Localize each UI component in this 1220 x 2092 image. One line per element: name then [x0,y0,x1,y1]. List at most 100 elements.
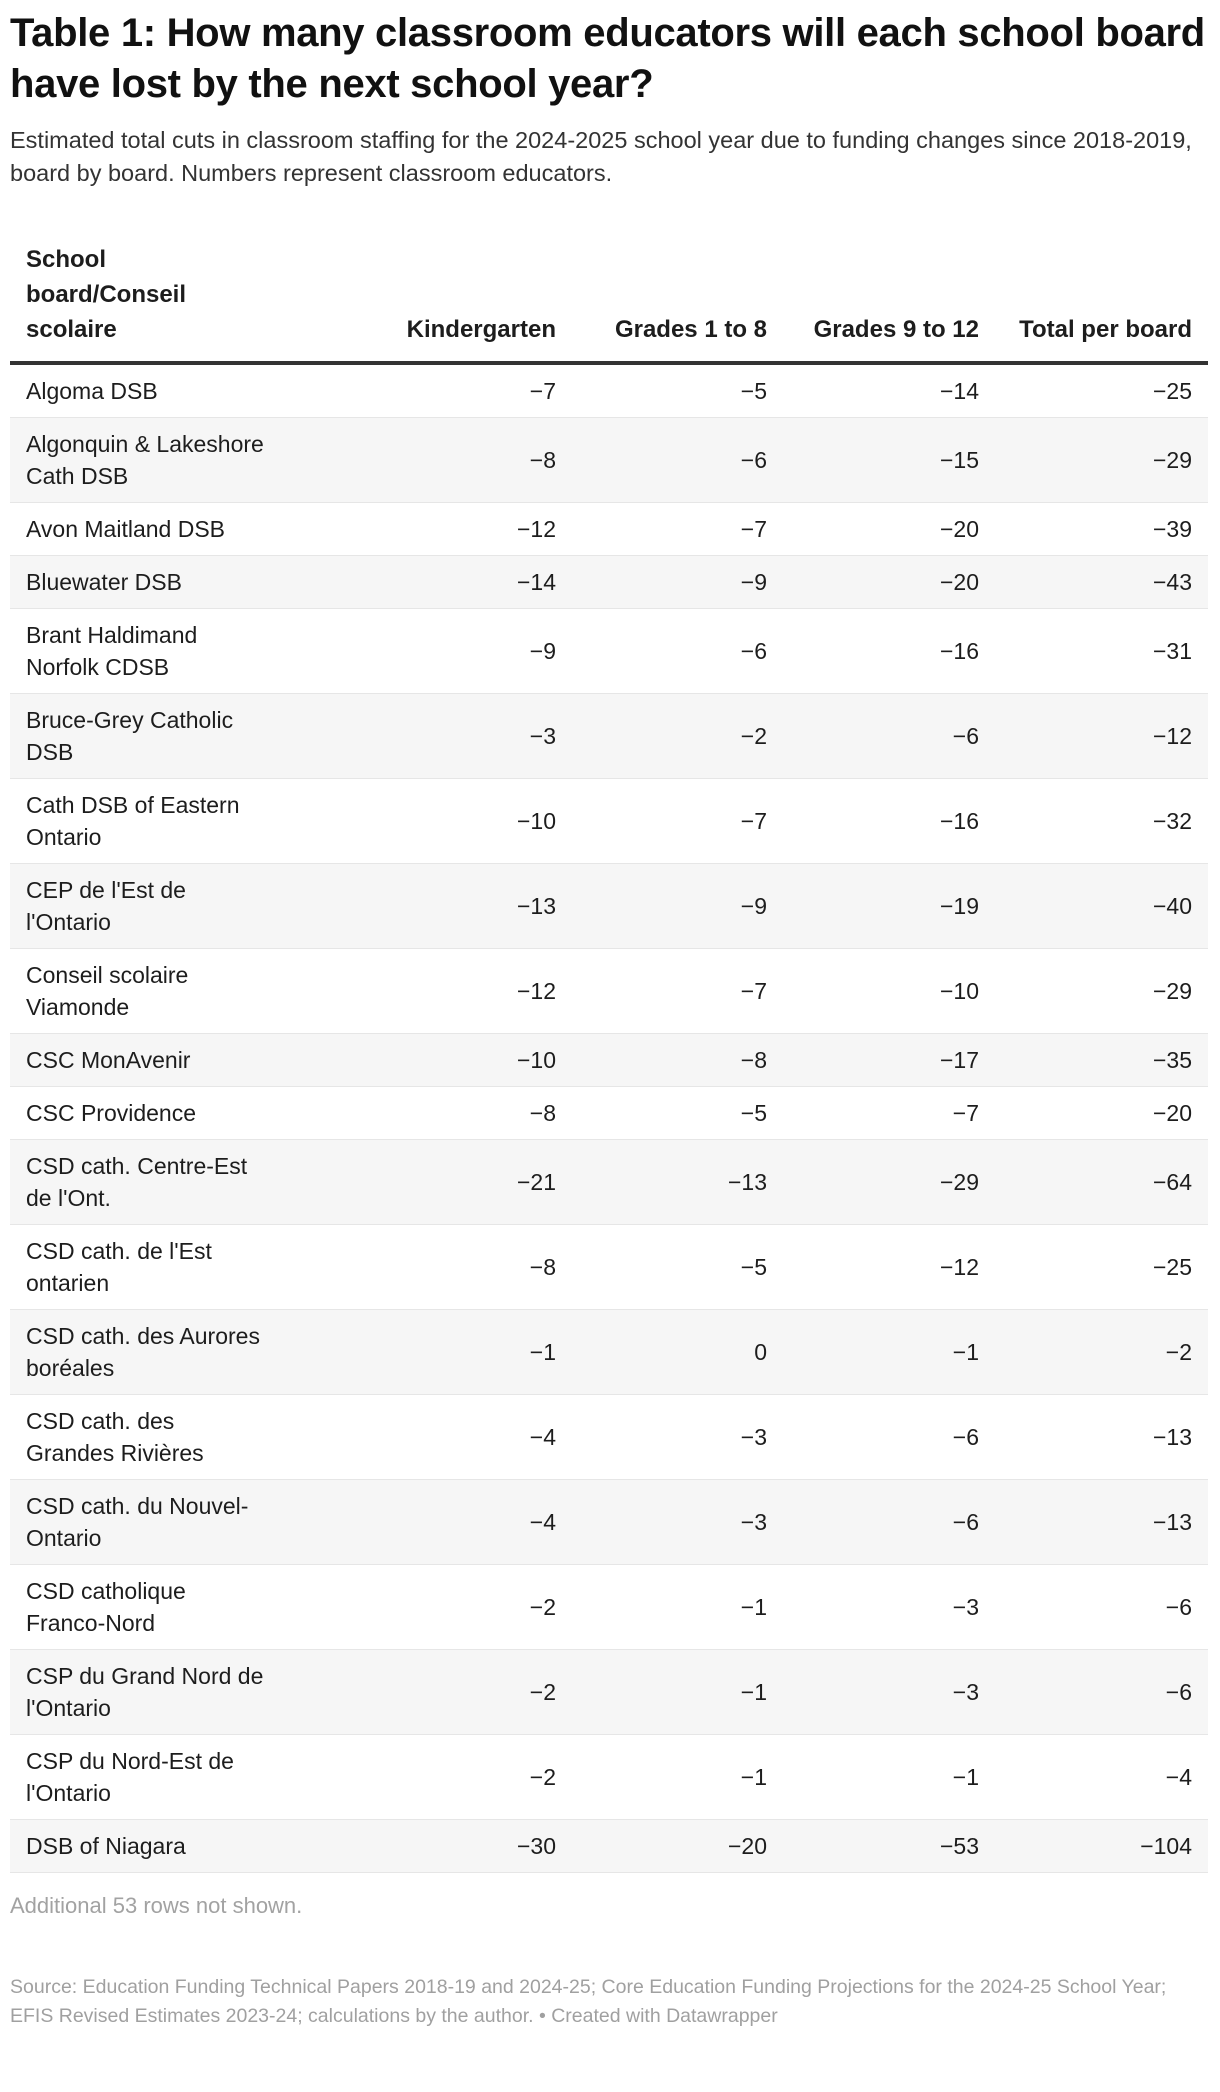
table-row: Bluewater DSB −14 −9 −20 −43 [10,555,1208,609]
grades-9-12-value: −15 [783,417,995,503]
grades-9-12-value: −1 [783,1309,995,1395]
table-row: CSD cath. des Aurores boréales −1 0 −1 −2 [10,1309,1208,1395]
table-row: CSD cath. Centre-Est de l'Ont. −21 −13 −29−… [10,1139,1208,1225]
kindergarten-value: −13 [280,863,572,949]
total-value: −25 [995,363,1208,418]
grades-1-8-value: −9 [572,555,783,609]
board-name: Avon Maitland DSB [10,502,280,556]
grades-1-8-value: −5 [572,1224,783,1310]
total-value: −20 [995,1086,1208,1140]
grades-9-12-value: −12 [783,1224,995,1310]
kindergarten-value: −1 [280,1309,572,1395]
kindergarten-value: −21 [280,1139,572,1225]
column-header-board: School board/Conseil scolaire [26,246,187,343]
total-value: −13 [995,1394,1208,1480]
board-name: CSC Providence [10,1086,280,1140]
total-value: −2 [995,1309,1208,1395]
grades-9-12-value: −6 [783,1394,995,1480]
grades-1-8-value: −1 [572,1564,783,1650]
board-name: Algoma DSB [10,363,280,418]
grades-9-12-value: −20 [783,555,995,609]
kindergarten-value: −4 [280,1479,572,1565]
grades-9-12-value: −1 [783,1734,995,1820]
kindergarten-value: −7 [280,363,572,418]
total-value: −4 [995,1734,1208,1820]
grades-9-12-value: −29 [783,1139,995,1225]
total-value: −31 [995,608,1208,694]
board-name: CSD cath. Centre-Est de l'Ont. [10,1139,280,1225]
table-row: Brant Haldimand Norfolk CDSB −9 −6 −16 −31 [10,608,1208,694]
board-name: CSC MonAvenir [10,1033,280,1087]
grades-1-8-value: −7 [572,778,783,864]
table-row: CEP de l'Est de l'Ontario −13 −9 −19 −40 [10,863,1208,949]
kindergarten-value: −12 [280,948,572,1034]
kindergarten-value: −4 [280,1394,572,1480]
grades-9-12-value: −20 [783,502,995,556]
board-name: CSD cath. de l'Est ontarien [10,1224,280,1310]
source-footer: Source: Education Funding Technical Pape… [10,1976,1167,2027]
grades-9-12-value: −16 [783,778,995,864]
table-row: CSC MonAvenir −10 −8 −17 −35 [10,1033,1208,1087]
total-value: −6 [995,1649,1208,1735]
grades-1-8-value: −6 [572,608,783,694]
rows-not-shown-note: Additional 53 rows not shown. [10,1893,303,1918]
grades-9-12-value: −53 [783,1819,995,1873]
grades-1-8-value: −7 [572,502,783,556]
grades-1-8-value: −8 [572,1033,783,1087]
board-name: Algonquin & Lakeshore Cath DSB [10,417,280,503]
kindergarten-value: −2 [280,1564,572,1650]
total-value: −32 [995,778,1208,864]
header-row: School board/Conseil scolaire Kindergart… [10,242,1208,363]
table-row: Cath DSB of Eastern Ontario −10 −7 −16 −32 [10,778,1208,864]
column-header-grades-1-8: Grades 1 to 8 [614,316,767,343]
total-value: −40 [995,863,1208,949]
grades-9-12-value: −17 [783,1033,995,1087]
grades-1-8-value: −2 [572,693,783,779]
board-name: Conseil scolaire Viamonde [10,948,280,1034]
grades-9-12-value: −3 [783,1649,995,1735]
table-row: Algonquin & Lakeshore Cath DSB −8 −6 −15 −29 [10,417,1208,503]
table-title: Table 1: How many classroom educators wi… [10,11,1205,106]
board-name: CSD cath. du Nouvel-Ontario [10,1479,280,1565]
grades-9-12-value: −10 [783,948,995,1034]
total-value: −29 [995,948,1208,1034]
kindergarten-value: −3 [280,693,572,779]
total-value: −25 [995,1224,1208,1310]
kindergarten-value: −14 [280,555,572,609]
grades-1-8-value: −13 [572,1139,783,1225]
board-name: Brant Haldimand Norfolk CDSB [10,608,280,694]
table-row: CSD cath. des Grandes Rivières −4 −3 −6 −13 [10,1394,1208,1480]
total-value: −35 [995,1033,1208,1087]
grades-9-12-value: −3 [783,1564,995,1650]
board-name: CSP du Nord-Est de l'Ontario [10,1734,280,1820]
kindergarten-value: −30 [280,1819,572,1873]
total-value: −43 [995,555,1208,609]
kindergarten-value: −8 [280,417,572,503]
total-value: −6 [995,1564,1208,1650]
kindergarten-value: −12 [280,502,572,556]
total-value: −39 [995,502,1208,556]
table-row: Avon Maitland DSB −12 −7 −20 −39 [10,502,1208,556]
table-row: Conseil scolaire Viamonde −12 −7 −10 −29 [10,948,1208,1034]
data-table: School board/Conseil scolaire Kindergart… [10,242,1208,1873]
board-name: Bruce-Grey Catholic DSB [10,693,280,779]
grades-9-12-value: −6 [783,1479,995,1565]
column-header-grades-9-12: Grades 9 to 12 [813,316,979,343]
table-row: CSD cath. du Nouvel-Ontario −4 −3 −6 −13 [10,1479,1208,1565]
grades-9-12-value: −16 [783,608,995,694]
grades-1-8-value: −3 [572,1479,783,1565]
grades-9-12-value: −19 [783,863,995,949]
grades-1-8-value: −1 [572,1649,783,1735]
kindergarten-value: −9 [280,608,572,694]
board-name: CSP du Grand Nord de l'Ontario [10,1649,280,1735]
grades-1-8-value: 0 [572,1309,783,1395]
grades-1-8-value: −20 [572,1819,783,1873]
table-row: CSP du Nord-Est de l'Ontario −2 −1 −1 −4 [10,1734,1208,1820]
kindergarten-value: −8 [280,1086,572,1140]
grades-1-8-value: −3 [572,1394,783,1480]
column-header-kindergarten: Kindergarten [406,316,556,343]
total-value: −12 [995,693,1208,779]
kindergarten-value: −8 [280,1224,572,1310]
kindergarten-value: −10 [280,778,572,864]
table-row: CSP du Grand Nord de l'Ontario −2 −1 −3 −6 [10,1649,1208,1735]
